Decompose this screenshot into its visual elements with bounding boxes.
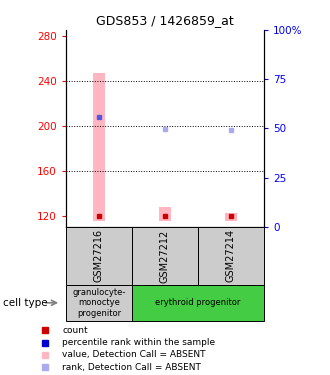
- Title: GDS853 / 1426859_at: GDS853 / 1426859_at: [96, 15, 234, 27]
- Bar: [132, 227, 198, 285]
- Bar: [225, 213, 237, 221]
- Text: GSM27212: GSM27212: [160, 229, 170, 283]
- Text: value, Detection Call = ABSENT: value, Detection Call = ABSENT: [62, 350, 206, 359]
- Text: erythroid progenitor: erythroid progenitor: [155, 298, 241, 307]
- Bar: [198, 227, 264, 285]
- Bar: [93, 73, 105, 221]
- Bar: [66, 227, 132, 285]
- Bar: [132, 285, 264, 321]
- Bar: [66, 285, 132, 321]
- Text: rank, Detection Call = ABSENT: rank, Detection Call = ABSENT: [62, 363, 201, 372]
- Text: GSM27216: GSM27216: [94, 230, 104, 282]
- Text: percentile rank within the sample: percentile rank within the sample: [62, 338, 215, 347]
- Bar: [159, 207, 171, 221]
- Text: count: count: [62, 326, 88, 335]
- Text: cell type: cell type: [3, 298, 48, 308]
- Text: GSM27214: GSM27214: [226, 230, 236, 282]
- Text: granulocyte-
monoctye
progenitor: granulocyte- monoctye progenitor: [72, 288, 126, 318]
